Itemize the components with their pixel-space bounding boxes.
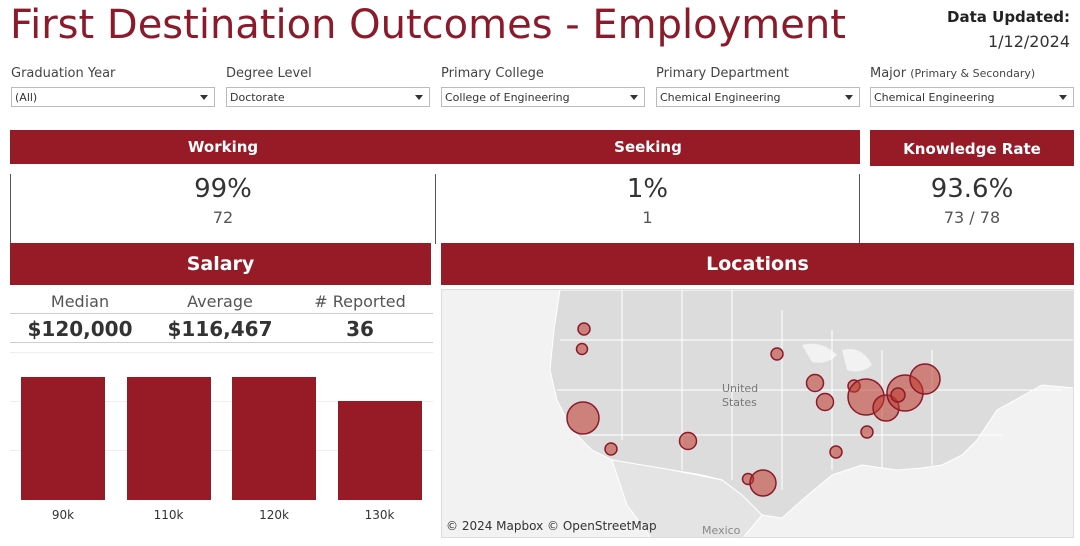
kpi-seeking-count: 1 [642,208,653,227]
salary-bar-label: 110k [153,508,184,522]
great-lakes [802,343,837,363]
kpi-working-count: 72 [212,208,234,227]
kpi-working-percent: 99% [194,174,252,204]
filter-label: Primary College [441,66,544,81]
kpi-seeking-percent: 1% [626,174,669,204]
chevron-down-icon [845,95,853,100]
salary-bar-label: 120k [259,508,289,522]
filter-major: Major (Primary & Secondary) Chemical Eng… [870,66,1074,107]
salary-divider [10,342,433,343]
major-dropdown[interactable]: Chemical Engineering [870,87,1074,107]
filter-label: Graduation Year [11,66,116,81]
kpi-knowledge-header: Knowledge Rate [870,130,1074,166]
salary-bar-130k[interactable] [337,401,422,500]
average-value: $116,467 [167,317,273,341]
map-label-mexico: Mexico [702,524,741,537]
filter-graduation-year: Graduation Year (All) [11,66,215,107]
locations-map[interactable]: United States Mexico © 2024 Mapbox © Ope… [441,289,1074,538]
chart-gridline [10,352,433,353]
data-updated-label: Data Updated: [947,8,1070,26]
chevron-down-icon [1059,95,1067,100]
location-bubble[interactable] [860,425,874,439]
filter-label: Degree Level [226,66,312,81]
location-bubble[interactable] [577,322,591,336]
filter-label-text: Major [870,66,907,81]
filter-primary-department: Primary Department Chemical Engineering [656,66,860,107]
salary-bar-90k[interactable] [21,376,105,500]
location-bubble[interactable] [749,469,777,497]
graduation-year-dropdown[interactable]: (All) [11,87,215,107]
salary-bar-120k[interactable] [232,376,316,500]
dropdown-value: College of Engineering [445,91,570,104]
kpi-knowledge-body: 93.6% 73 / 78 [870,174,1074,242]
primary-college-dropdown[interactable]: College of Engineering [441,87,645,107]
location-bubble[interactable] [566,401,600,435]
reported-label: # Reported [314,292,406,311]
location-bubble[interactable] [829,445,843,459]
location-bubble[interactable] [604,442,618,456]
filter-primary-college: Primary College College of Engineering [441,66,645,107]
mexico-landmass [611,459,763,537]
kpi-working-body: 99% 72 [10,174,436,244]
filter-label: Primary Department [656,66,790,81]
salary-bar-label: 130k [364,508,395,522]
reported-value: 36 [346,317,374,341]
us-map: United States Mexico [442,290,1073,537]
kpi-seeking-header: Seeking [436,130,860,164]
location-bubble[interactable] [805,373,825,393]
average-label: Average [187,292,253,311]
kpi-seeking-body: 1% 1 [436,174,860,244]
degree-level-dropdown[interactable]: Doctorate [226,87,430,107]
location-bubble[interactable] [678,431,698,451]
location-bubble[interactable] [575,342,589,356]
kpi-knowledge-count: 73 / 78 [943,208,1001,227]
dropdown-value: (All) [15,91,38,104]
map-attribution[interactable]: © 2024 Mapbox © OpenStreetMap [446,519,657,533]
median-value: $120,000 [27,317,133,341]
great-lakes [842,349,872,372]
dropdown-value: Chemical Engineering [874,91,995,104]
us-landmass [549,290,1073,519]
map-label-states: States [722,396,757,409]
location-bubbles [566,322,941,497]
filter-degree-level: Degree Level Doctorate [226,66,430,107]
filter-label: Major (Primary & Secondary) [870,66,1074,81]
filter-label-note: (Primary & Secondary) [910,67,1036,80]
kpi-knowledge-percent: 93.6% [930,174,1014,204]
salary-bar-label: 90k [51,508,75,522]
primary-department-dropdown[interactable]: Chemical Engineering [656,87,860,107]
kpi-knowledge-rate: Knowledge Rate 93.6% 73 / 78 [870,130,1074,234]
chart-gridline [10,450,433,451]
location-bubble[interactable] [909,363,941,395]
kpi-seeking: Seeking 1% 1 [436,130,860,244]
chart-gridline [10,401,433,402]
kpi-working-header: Working [10,130,436,164]
salary-bar-chart: 90k 110k 120k 130k [10,352,433,522]
salary-header: Salary [10,243,431,285]
salary-bar-110k[interactable] [126,376,211,500]
median-label: Median [50,292,110,311]
chevron-down-icon [200,95,208,100]
chevron-down-icon [630,95,638,100]
location-bubble[interactable] [770,347,784,361]
salary-divider [10,313,433,314]
location-bubble[interactable] [815,392,835,412]
page-title: First Destination Outcomes - Employment [10,2,846,48]
dropdown-value: Doctorate [230,91,285,104]
map-label-united: United [722,382,758,395]
data-updated-date: 1/12/2024 [987,32,1070,51]
dropdown-value: Chemical Engineering [660,91,781,104]
chevron-down-icon [415,95,423,100]
location-bubble[interactable] [890,387,906,403]
locations-header: Locations [441,243,1074,285]
kpi-working: Working 99% 72 [10,130,436,244]
